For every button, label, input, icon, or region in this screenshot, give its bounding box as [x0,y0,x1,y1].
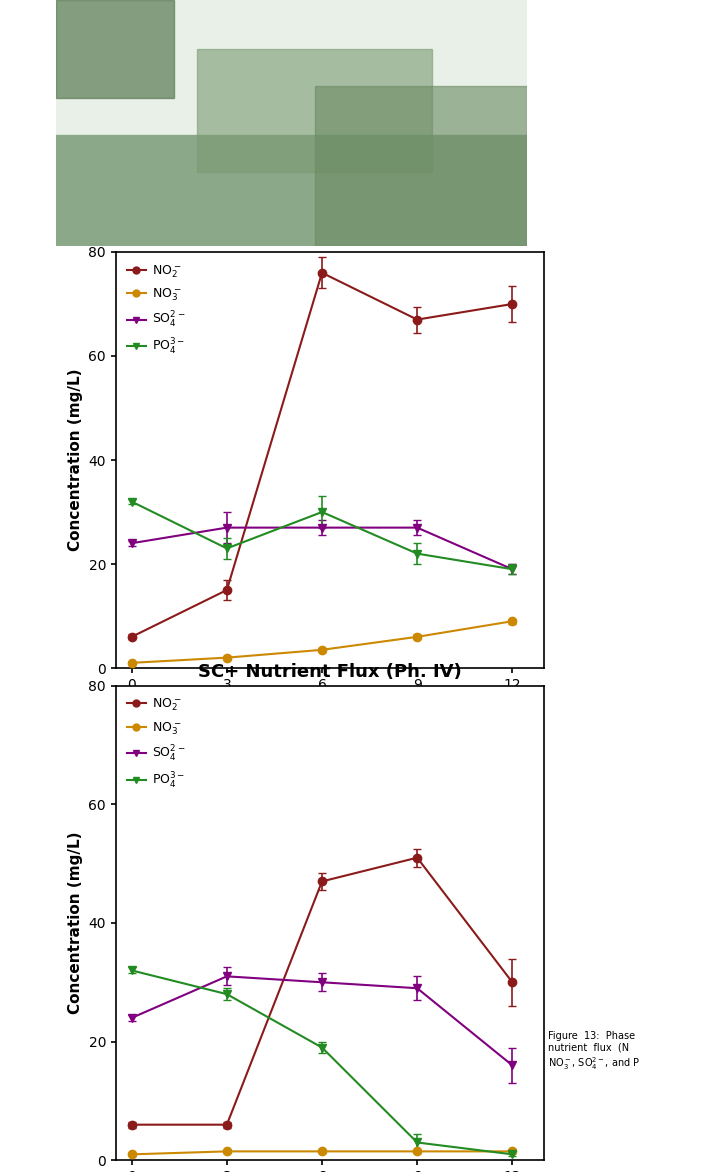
Bar [197,49,432,172]
Y-axis label: Concentration (mg/L): Concentration (mg/L) [68,369,83,551]
Title: SC0 Nutrient Flux (Ph. IV): SC0 Nutrient Flux (Ph. IV) [199,230,461,247]
Legend: NO$_2^-$, NO$_3^-$, SO$_4^{2-}$, PO$_4^{3-}$: NO$_2^-$, NO$_3^-$, SO$_4^{2-}$, PO$_4^{… [122,258,191,362]
Text: Figure  13:  Phase
nutrient  flux  (N
NO$_3^-$, SO$_4^{2-}$, and P: Figure 13: Phase nutrient flux (N NO$_3^… [548,1031,640,1072]
Bar [56,135,526,246]
Bar [56,0,174,98]
Title: SC+ Nutrient Flux (Ph. IV): SC+ Nutrient Flux (Ph. IV) [198,663,462,681]
X-axis label: Time (d): Time (d) [291,697,369,715]
Bar [56,0,526,135]
Legend: NO$_2^-$, NO$_3^-$, SO$_4^{2-}$, PO$_4^{3-}$: NO$_2^-$, NO$_3^-$, SO$_4^{2-}$, PO$_4^{… [122,691,191,796]
Bar [315,87,526,246]
Y-axis label: Concentration (mg/L): Concentration (mg/L) [68,832,83,1014]
